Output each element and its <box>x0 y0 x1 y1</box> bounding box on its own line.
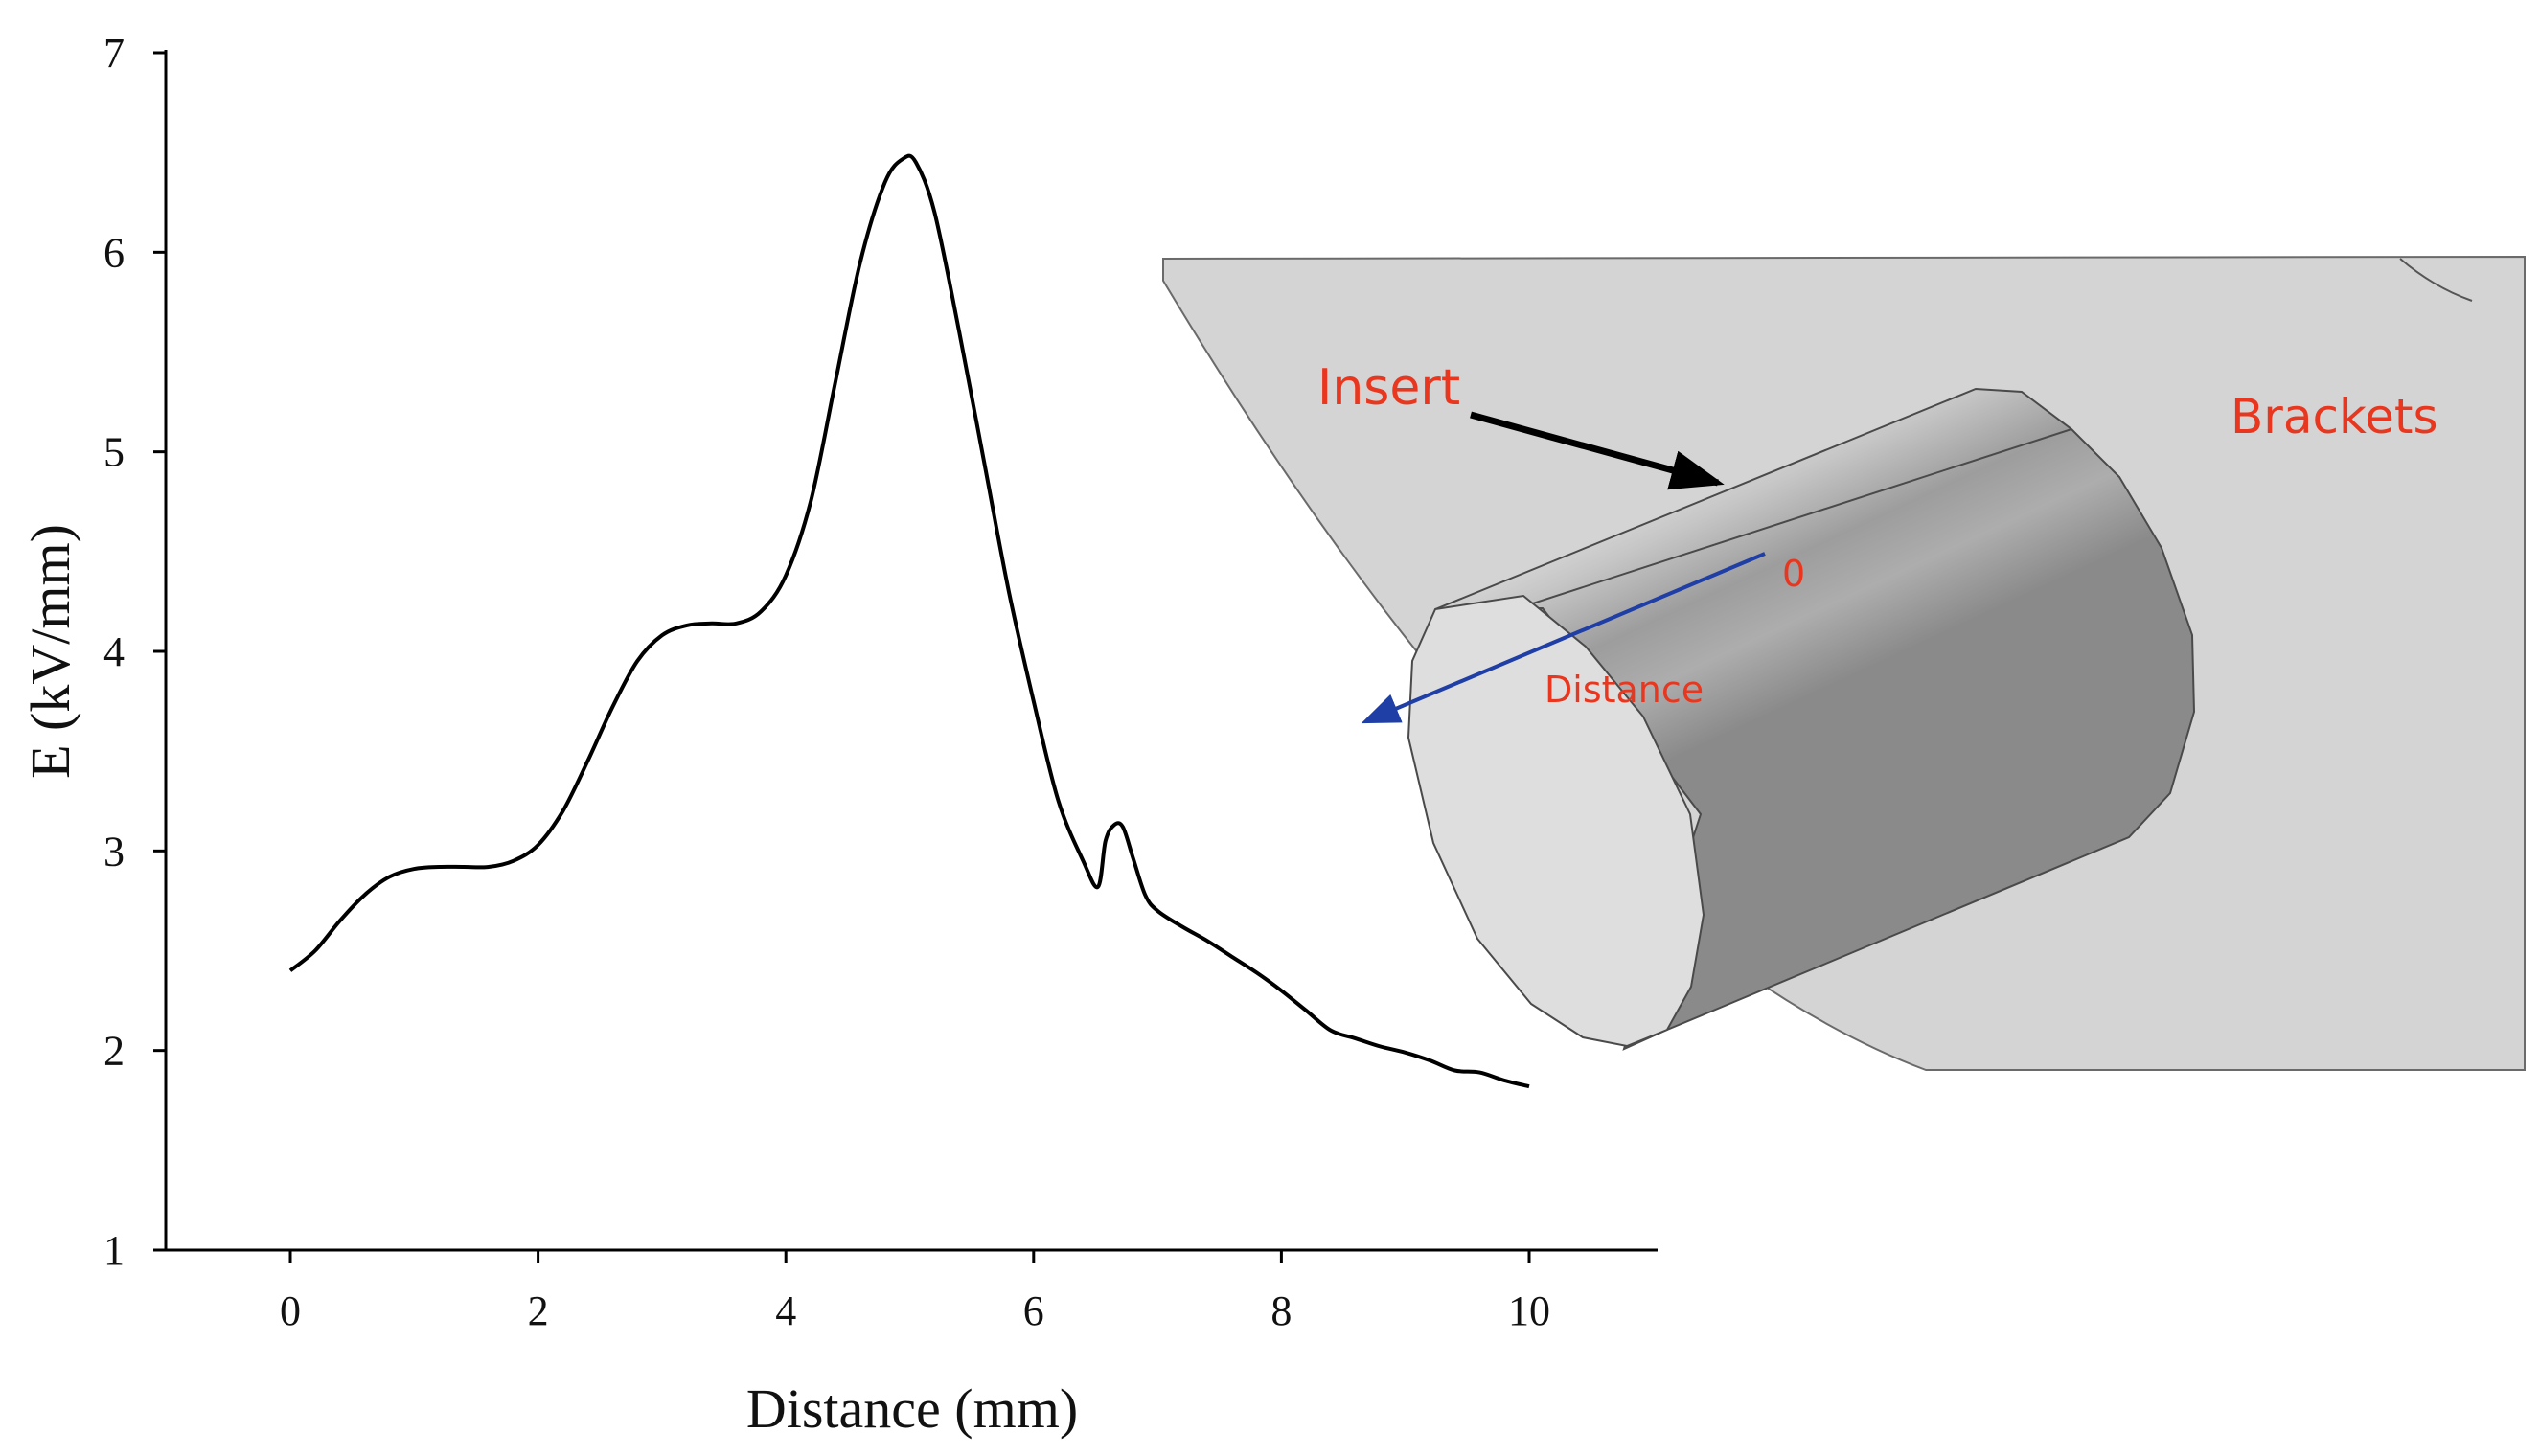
x-tick-label: 6 <box>1023 1287 1044 1334</box>
x-tick-label: 0 <box>280 1287 301 1334</box>
insert-label: Insert <box>1317 359 1460 417</box>
insert-cylinder-front-face <box>1407 594 1705 1048</box>
y-tick-label: 3 <box>103 828 125 875</box>
x-tick-label: 4 <box>775 1287 796 1334</box>
x-tick-label: 2 <box>528 1287 549 1334</box>
insert-cylinder-ridge <box>1511 428 2072 611</box>
brackets-edge-line <box>2399 258 2473 302</box>
y-ticks: 1 2 3 4 5 6 7 <box>103 30 166 1274</box>
y-tick-label: 4 <box>103 628 125 675</box>
distance-arrow <box>1361 552 1766 724</box>
x-tick-label: 8 <box>1270 1287 1292 1334</box>
origin-label: 0 <box>1782 553 1805 595</box>
insert-illustration: Insert Brackets 0 Distance <box>1162 255 2526 1071</box>
x-tick-label: 10 <box>1508 1287 1550 1334</box>
y-axis-title: E (kV/mm) <box>19 524 81 779</box>
y-tick-label: 2 <box>103 1028 125 1075</box>
y-tick-label: 1 <box>103 1227 125 1274</box>
y-tick-label: 5 <box>103 429 125 476</box>
y-tick-label: 7 <box>103 30 125 77</box>
insert-pointer-arrow <box>1470 411 1725 490</box>
y-tick-label: 6 <box>103 229 125 276</box>
distance-label: Distance <box>1545 669 1704 711</box>
x-axis-title: Distance (mm) <box>746 1377 1078 1440</box>
chart: 1 2 3 4 5 6 7 0 2 4 6 8 10 Distance (mm) E (kV/mm) <box>19 30 1658 1440</box>
e-field-line <box>288 153 1530 1089</box>
x-ticks: 0 2 4 6 8 10 <box>280 1250 1550 1334</box>
brackets-label: Brackets <box>2231 389 2438 444</box>
